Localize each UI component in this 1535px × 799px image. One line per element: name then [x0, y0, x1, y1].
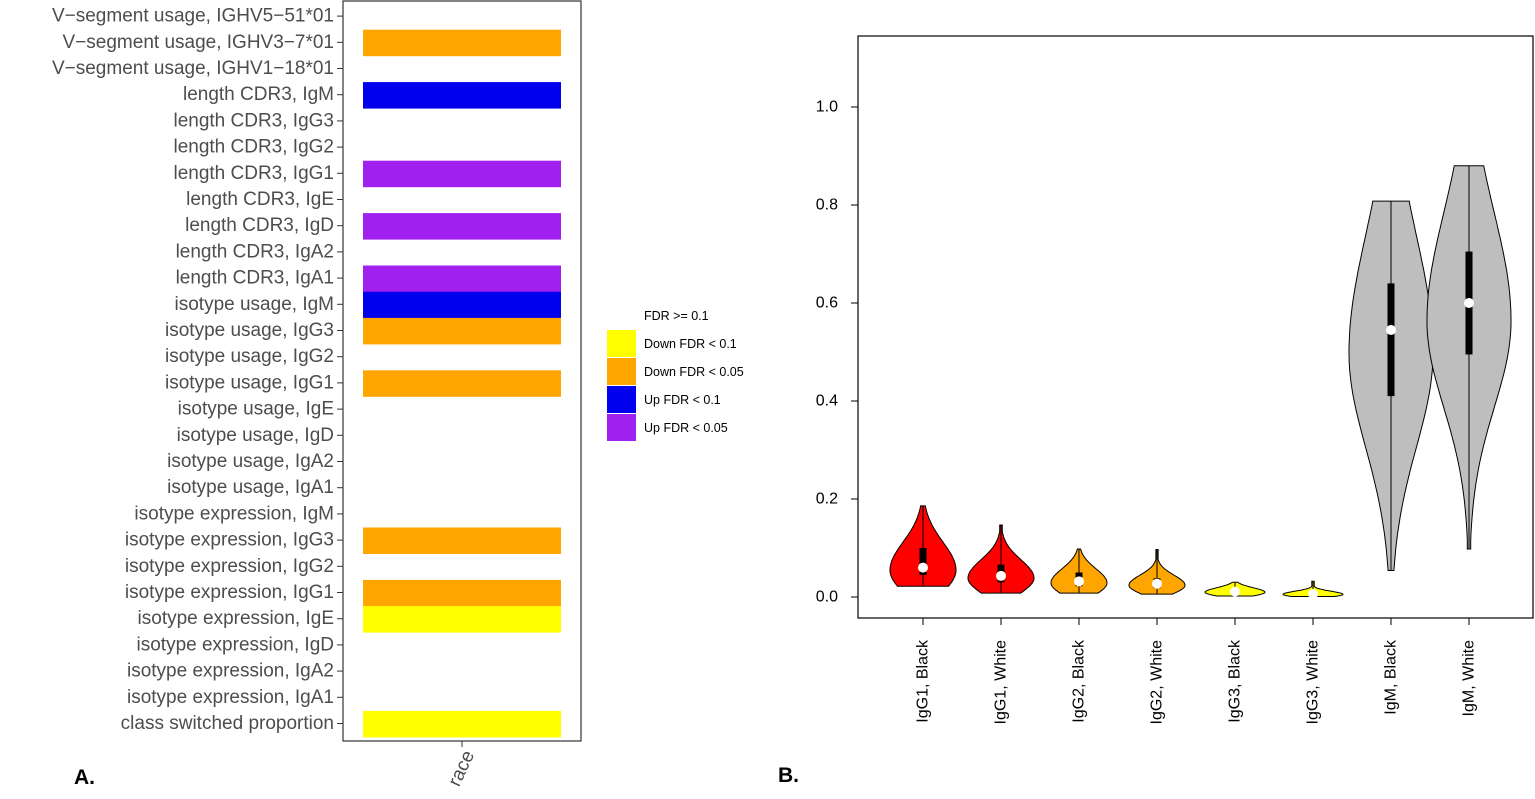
row-label-isotype-expression-igg2: isotype expression, IgG2: [125, 556, 334, 577]
row-label-isotype-expression-igg1: isotype expression, IgG1: [125, 582, 334, 603]
row-label-isotype-usage-igd: isotype usage, IgD: [177, 425, 334, 446]
row-label-length-cdr3-igd: length CDR3, IgD: [185, 215, 334, 236]
violin-plot-frame: [857, 35, 1534, 619]
heat-cell-isotype-usage-igg1: [363, 370, 561, 397]
x-label-igg3-white: IgG3, White: [1305, 640, 1322, 725]
y-axis: 0.0 0.2 0.4 0.6 0.8 1.0: [816, 99, 858, 606]
x-label-igg1-black: IgG1, Black: [915, 639, 932, 723]
legend-swatch-up-fdr-0-05: [607, 414, 636, 441]
y-tick-label: 0.2: [816, 491, 838, 508]
heat-cell-length-cdr3-iga1: [363, 265, 561, 292]
row-label-isotype-usage-igg3: isotype usage, IgG3: [165, 320, 334, 341]
heat-cell-isotype-usage-igm: [363, 291, 561, 319]
y-tick-label: 0.8: [816, 197, 838, 214]
median-dot-igg1-black: [918, 562, 928, 573]
row-label-length-cdr3-ige: length CDR3, IgE: [186, 189, 334, 210]
heat-cell-v-segment-usage-ighv3-7-01: [363, 29, 561, 57]
median-dot-igm-black: [1386, 324, 1396, 335]
legend-label-up-fdr-0-05: Up FDR < 0.05: [644, 421, 728, 435]
iqr-box-igm-black: [1387, 283, 1395, 397]
y-tick-label: 1.0: [816, 99, 838, 116]
heatmap-row-labels: V−segment usage, IGHV5−51*01 V−segment us…: [52, 6, 343, 734]
panel-label-b: B.: [778, 764, 799, 787]
row-label-length-cdr3-igg2: length CDR3, IgG2: [173, 137, 334, 158]
iqr-box-igg1-black: [919, 548, 927, 575]
heat-cell-isotype-expression-igg1: [363, 579, 561, 607]
row-label-isotype-expression-ige: isotype expression, IgE: [138, 608, 334, 629]
row-label-length-cdr3-iga1: length CDR3, IgA1: [176, 268, 334, 289]
heat-cell-isotype-usage-igg3: [363, 317, 561, 345]
median-dot-igg2-white: [1152, 578, 1162, 589]
x-label-igg2-black: IgG2, Black: [1071, 639, 1088, 723]
heat-cell-class-switched-proportion: [363, 710, 561, 738]
median-dot-igg2-black: [1074, 576, 1084, 587]
heat-cell-isotype-expression-igg3: [363, 527, 561, 554]
heat-cell-length-cdr3-igd: [363, 213, 561, 240]
row-label-length-cdr3-igg1: length CDR3, IgG1: [173, 163, 334, 184]
heat-cell-length-cdr3-igm: [363, 82, 561, 109]
y-tick-label: 0.4: [816, 393, 838, 410]
panel-label-a: A.: [74, 766, 95, 789]
legend-swatch-down-fdr-0-1: [607, 330, 636, 357]
y-tick-label: 0.6: [816, 295, 838, 312]
x-label-igg2-white: IgG2, White: [1149, 640, 1166, 725]
row-label-class-switched-proportion: class switched proportion: [121, 713, 334, 734]
row-label-v-segment-usage-ighv5-51-01: V−segment usage, IGHV5−51*01: [52, 6, 334, 27]
x-label-igm-black: IgM, Black: [1383, 639, 1400, 715]
row-label-isotype-expression-igg3: isotype expression, IgG3: [125, 530, 334, 551]
row-label-isotype-usage-igg2: isotype usage, IgG2: [165, 346, 334, 367]
heat-cell-length-cdr3-igg1: [363, 160, 561, 188]
row-label-isotype-usage-iga2: isotype usage, IgA2: [167, 451, 334, 472]
row-label-length-cdr3-igm: length CDR3, IgM: [183, 84, 334, 105]
row-label-length-cdr3-iga2: length CDR3, IgA2: [176, 241, 334, 262]
row-label-v-segment-usage-ighv3-7-01: V−segment usage, IGHV3−7*01: [63, 32, 334, 53]
legend-swatch-up-fdr-0-1: [607, 386, 636, 413]
heatmap-panel-a: V−segment usage, IGHV5−51*01 V−segment us…: [52, 0, 582, 790]
median-dot-igg3-black: [1230, 586, 1240, 597]
y-tick-label: 0.0: [816, 589, 838, 606]
row-label-isotype-usage-iga1: isotype usage, IgA1: [167, 477, 334, 498]
heatmap-cells: [363, 29, 561, 738]
median-dot-igg3-white: [1308, 589, 1318, 600]
violins: [889, 165, 1512, 600]
legend-label-down-fdr-0-05: Down FDR < 0.05: [644, 365, 744, 379]
legend-label-up-fdr-0-1: Up FDR < 0.1: [644, 393, 721, 407]
row-label-isotype-usage-igg1: isotype usage, IgG1: [165, 372, 334, 393]
violin-panel-b: 0.0 0.2 0.4 0.6 0.8 1.0 IgG1, Black IgG1, Whit…: [778, 35, 1534, 787]
x-label-igg3-black: IgG3, Black: [1227, 639, 1244, 723]
x-axis: IgG1, Black IgG1, White IgG2, Black IgG2, W…: [915, 618, 1478, 724]
row-label-isotype-expression-igd: isotype expression, IgD: [137, 634, 335, 655]
legend-swatch-fdr-0-1: [607, 302, 636, 329]
row-label-isotype-usage-ige: isotype usage, IgE: [178, 399, 334, 420]
row-label-v-segment-usage-ighv1-18-01: V−segment usage, IGHV1−18*01: [52, 58, 334, 79]
row-label-isotype-expression-igm: isotype expression, IgM: [134, 503, 334, 524]
median-dot-igg1-white: [996, 570, 1006, 581]
legend-label-down-fdr-0-1: Down FDR < 0.1: [644, 337, 737, 351]
median-dot-igm-white: [1464, 298, 1474, 308]
x-label-race: race: [444, 747, 479, 789]
heat-cell-isotype-expression-ige: [363, 606, 561, 633]
fdr-legend: FDR >= 0.1 Down FDR < 0.1 Down FDR < 0.05 U…: [607, 302, 744, 441]
row-label-isotype-expression-iga2: isotype expression, IgA2: [127, 661, 334, 682]
row-label-isotype-expression-iga1: isotype expression, IgA1: [127, 687, 334, 708]
legend-label-fdr-0-1: FDR >= 0.1: [644, 309, 709, 323]
x-label-igg1-white: IgG1, White: [993, 640, 1010, 725]
x-label-igm-white: IgM, White: [1461, 640, 1478, 717]
legend-swatch-down-fdr-0-05: [607, 358, 636, 385]
row-label-length-cdr3-igg3: length CDR3, IgG3: [173, 110, 334, 131]
row-label-isotype-usage-igm: isotype usage, IgM: [175, 294, 334, 315]
